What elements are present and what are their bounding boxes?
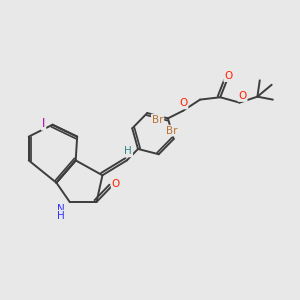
- Text: Br: Br: [167, 126, 178, 136]
- Text: H: H: [124, 146, 132, 157]
- Text: O: O: [224, 71, 232, 81]
- Text: H: H: [57, 211, 65, 221]
- Text: O: O: [179, 98, 188, 109]
- Text: Br: Br: [152, 115, 164, 124]
- Text: N: N: [57, 204, 65, 214]
- Text: O: O: [238, 91, 247, 101]
- Text: I: I: [42, 117, 45, 130]
- Text: O: O: [112, 179, 120, 189]
